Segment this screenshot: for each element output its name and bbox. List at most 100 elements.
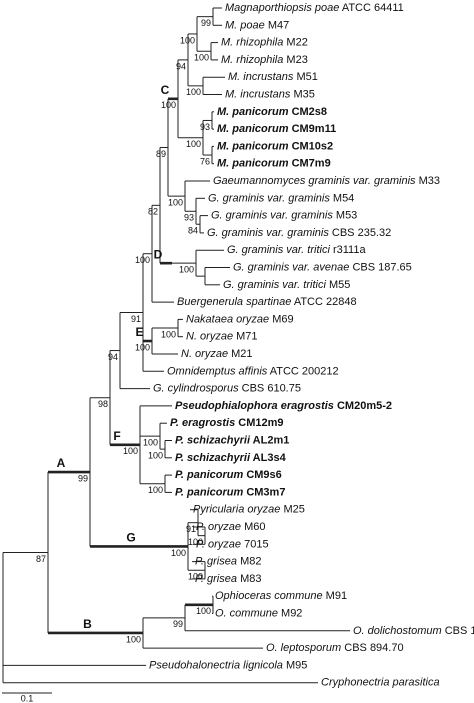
taxon-name: P. oryzae — [196, 538, 241, 550]
taxon-label: G. graminis var. tritici r3111a — [227, 244, 366, 256]
support-value: 100 — [196, 606, 211, 616]
taxon-label: M. incrustans M51 — [228, 71, 318, 83]
taxon-strain: CM7m9 — [292, 158, 331, 170]
taxon-strain: M95 — [286, 659, 307, 671]
taxon-label: M. incrustans M35 — [225, 88, 315, 100]
taxon-strain: AL3s4 — [253, 452, 287, 464]
taxon-name: M. incrustans — [228, 71, 294, 83]
taxon-name: P. panicorum — [175, 486, 243, 498]
taxon-strain: M21 — [231, 348, 252, 360]
taxon-name: Cryphonectria parasitica — [321, 677, 440, 689]
taxon-strain: CM9m11 — [292, 123, 337, 135]
support-value: 84 — [188, 226, 198, 236]
clade-label: B — [83, 617, 92, 631]
support-value: 99 — [201, 18, 211, 28]
taxon-name: O. leptosporum — [266, 642, 341, 654]
taxon-label: P. panicorum CM9s6 — [175, 469, 282, 481]
taxon-label: P. schizachyrii AL2m1 — [175, 434, 289, 446]
taxon-strain: CBS 894.70 — [344, 642, 403, 654]
taxon-name: N. oryzae — [181, 348, 228, 360]
clade-label: C — [161, 83, 170, 97]
support-value: 94 — [176, 61, 186, 71]
taxon-label: Pseudophialophora eragrostis CM20m5-2 — [175, 400, 392, 412]
support-value: 100 — [188, 572, 203, 582]
taxon-name: G. graminis var. graminis — [208, 192, 330, 204]
support-value: 100 — [135, 342, 150, 352]
taxon-name: M. rhizophila — [221, 37, 283, 49]
taxon-strain: CBS 610.75 — [242, 383, 301, 395]
taxon-label: P. oryzae 7015 — [196, 538, 269, 550]
support-value: 91 — [131, 314, 141, 324]
taxon-label: M. panicorum CM2s8 — [217, 106, 327, 118]
taxon-label: M. rhizophila M23 — [221, 54, 308, 66]
clade-label: A — [57, 456, 66, 470]
support-value: 100 — [168, 198, 183, 208]
taxon-label: N. oryzae M21 — [181, 348, 253, 360]
support-value: 100 — [161, 100, 176, 110]
taxon-name: Ophioceras commune — [215, 590, 323, 602]
taxon-label: Omnidemptus affinis ATCC 200212 — [167, 365, 339, 377]
taxon-name: G. graminis var. tritici — [223, 279, 326, 291]
taxon-name: Magnaporthiopsis poae — [225, 2, 339, 14]
taxon-label: G. cylindrosporus CBS 610.75 — [153, 383, 301, 395]
clade-label: E — [135, 325, 143, 339]
support-value: 100 — [186, 87, 201, 97]
taxon-label: G. graminis var. graminis CBS 235.32 — [207, 227, 391, 239]
taxon-label: Ophioceras commune M91 — [215, 590, 347, 602]
support-value: 100 — [135, 255, 150, 265]
support-value: 89 — [156, 149, 166, 159]
taxon-name: M. panicorum — [217, 140, 289, 152]
clade-label: D — [154, 247, 163, 261]
taxon-name: M. poae — [225, 19, 265, 31]
taxon-name: Omnidemptus affinis — [167, 365, 268, 377]
support-value: 100 — [148, 451, 163, 461]
taxon-name: P. oryzae — [196, 521, 241, 533]
taxon-label: M. rhizophila M22 — [221, 37, 308, 49]
taxon-label: M. panicorum CM7m9 — [217, 158, 331, 170]
taxon-name: G. graminis var. tritici — [227, 244, 330, 256]
taxon-label: O. leptosporum CBS 894.70 — [266, 642, 404, 654]
taxon-name: M. panicorum — [217, 158, 289, 170]
clade-label: G — [126, 531, 135, 545]
taxon-strain: M69 — [272, 313, 293, 325]
taxon-strain: ATCC 200212 — [270, 365, 339, 377]
support-value: 100 — [194, 53, 209, 63]
support-value: 100 — [186, 139, 201, 149]
taxon-strain: r3111a — [333, 244, 367, 256]
taxon-name: Buergenerula spartinae — [177, 296, 291, 308]
support-value: 94 — [108, 352, 118, 362]
support-value: 100 — [161, 329, 176, 339]
clade-label: F — [113, 429, 120, 443]
taxon-name: P. schizachyrii — [175, 434, 251, 446]
taxon-strain: M35 — [293, 88, 314, 100]
support-value: 76 — [200, 156, 210, 166]
taxon-label: Magnaporthiopsis poae ATCC 64411 — [225, 2, 404, 14]
taxon-label: O. dolichostomum CBS 114926 — [353, 625, 474, 637]
taxon-label: P. panicorum CM3m7 — [175, 486, 285, 498]
support-value: 93 — [200, 122, 210, 132]
taxon-label: M. panicorum CM9m11 — [217, 123, 336, 135]
scale-label: 0.1 — [21, 693, 34, 703]
taxon-name: M. rhizophila — [221, 54, 283, 66]
taxon-label: M. poae M47 — [225, 19, 289, 31]
support-value: 100 — [126, 634, 141, 644]
taxon-label: Cryphonectria parasitica — [321, 677, 440, 689]
taxon-name: Pseudohalonectria lignicola — [149, 659, 283, 671]
taxon-name: M. panicorum — [217, 123, 289, 135]
taxon-strain: ATCC 22848 — [294, 296, 357, 308]
taxon-name: P. panicorum — [175, 469, 243, 481]
taxon-name: Nakataea oryzae — [186, 313, 269, 325]
support-value: 100 — [179, 265, 194, 275]
taxon-strain: M47 — [268, 19, 289, 31]
taxon-name: P. schizachyrii — [175, 452, 251, 464]
taxon-name: O. dolichostomum — [353, 625, 442, 637]
taxon-name: O. commune — [215, 607, 278, 619]
taxon-name: G. cylindrosporus — [153, 383, 239, 395]
taxon-label: Pseudohalonectria lignicola M95 — [149, 659, 307, 671]
taxon-name: G. graminis var. graminis — [211, 210, 333, 222]
support-value: 100 — [123, 446, 138, 456]
taxon-strain: M53 — [336, 210, 357, 222]
taxon-strain: M51 — [296, 71, 317, 83]
support-value: 99 — [78, 473, 88, 483]
